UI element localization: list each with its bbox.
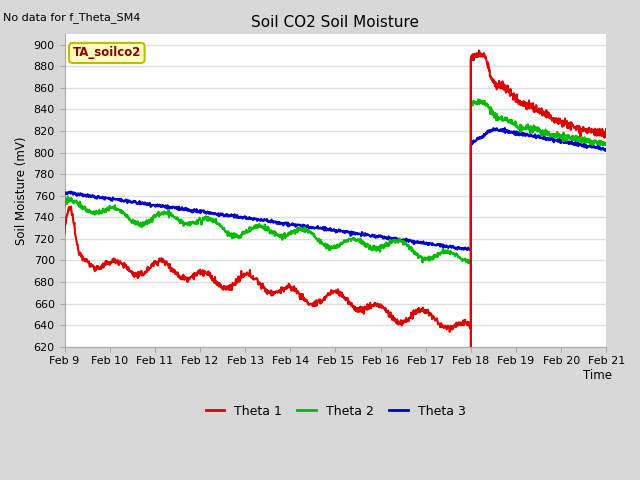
X-axis label: Time: Time bbox=[583, 369, 612, 382]
Text: No data for f_Theta_SM4: No data for f_Theta_SM4 bbox=[3, 12, 141, 23]
Legend: Theta 1, Theta 2, Theta 3: Theta 1, Theta 2, Theta 3 bbox=[200, 400, 470, 423]
Title: Soil CO2 Soil Moisture: Soil CO2 Soil Moisture bbox=[252, 15, 419, 30]
Y-axis label: Soil Moisture (mV): Soil Moisture (mV) bbox=[15, 136, 28, 245]
Text: TA_soilco2: TA_soilco2 bbox=[73, 47, 141, 60]
